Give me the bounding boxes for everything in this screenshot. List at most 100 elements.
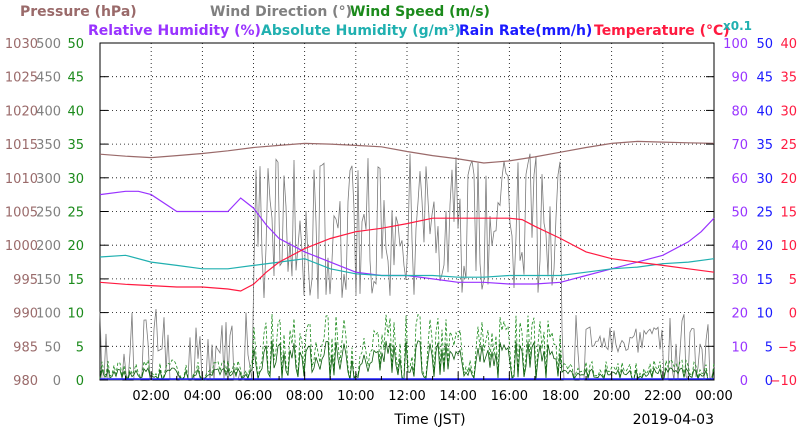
tick-rain_rate: 50 — [756, 37, 773, 52]
tick-wind_speed: 50 — [67, 37, 84, 52]
x-tick-label: 04:00 — [184, 389, 221, 404]
series-line-0 — [99, 140, 715, 164]
tick-temperature: 15 — [780, 206, 797, 221]
tick-pressure: 1020 — [5, 104, 38, 119]
tick-wind_speed: 5 — [76, 340, 84, 355]
x-tick-label: 12:00 — [388, 389, 425, 404]
title-part: Rain Rate(mm/h) — [459, 23, 592, 39]
tick-wind_speed: 15 — [67, 273, 84, 288]
chart-titles: Pressure (hPa) Wind Direction (°)Wind Spe… — [20, 4, 752, 39]
tick-pressure: 1030 — [5, 37, 38, 52]
tick-temperature: 0 — [789, 307, 797, 322]
tick-wind_direction: 450 — [36, 71, 61, 86]
tick-rain_rate: 45 — [756, 71, 773, 86]
tick-temperature: 40 — [780, 37, 797, 52]
series-line-2 — [99, 254, 715, 278]
tick-wind_direction: 500 — [36, 37, 61, 52]
tick-temperature: 35 — [780, 71, 797, 86]
tick-humidity: 70 — [731, 138, 748, 153]
title-part: Absolute Humidity (g/m³) — [261, 23, 461, 39]
title-part: Wind Direction (°) — [210, 4, 352, 20]
tick-humidity: 40 — [731, 239, 748, 254]
tick-wind_direction: 400 — [36, 104, 61, 119]
x-tick-label: 08:00 — [286, 389, 323, 404]
tick-wind_direction: 300 — [36, 172, 61, 187]
x-axis: 02:00 04:00 06:00 08:00 10:00 12:00 14:00 16:00… — [125, 372, 733, 428]
x-tick-label: 18:00 — [542, 389, 579, 404]
tick-pressure: 1000 — [5, 239, 38, 254]
tick-temperature: 10 — [780, 239, 797, 254]
tick-wind_speed: 30 — [67, 172, 84, 187]
tick-humidity: 90 — [731, 71, 748, 86]
tick-humidity: 100 — [723, 37, 748, 52]
tick-rain_rate: 30 — [756, 172, 773, 187]
x-tick-label: 14:00 — [439, 389, 476, 404]
x-tick-label: 06:00 — [235, 389, 272, 404]
tick-rain_rate: 10 — [756, 307, 773, 322]
tick-pressure: 1005 — [5, 206, 38, 221]
tick-wind_speed: 25 — [67, 206, 84, 221]
x-axis-label: Time (JST) — [393, 412, 465, 428]
tick-humidity: 80 — [731, 104, 748, 119]
tick-rain_rate: 40 — [756, 104, 773, 119]
x-tick-label: 02:00 — [132, 389, 169, 404]
chart-date: 2019-04-03 — [633, 412, 714, 428]
tick-temperature: −10 — [770, 374, 797, 389]
title-part: Relative Humidity (%) — [88, 23, 261, 39]
tick-wind_direction: 150 — [36, 273, 61, 288]
tick-wind_speed: 10 — [67, 307, 84, 322]
x-tick-label: 20:00 — [593, 389, 630, 404]
tick-pressure: 1010 — [5, 172, 38, 187]
tick-rain_rate: 15 — [756, 273, 773, 288]
tick-pressure: 980 — [13, 374, 38, 389]
series-lines — [99, 140, 715, 292]
tick-humidity: 30 — [731, 273, 748, 288]
title-part: Temperature (°C) — [594, 23, 730, 39]
tick-rain_rate: 5 — [765, 340, 773, 355]
tick-temperature: 20 — [780, 172, 797, 187]
absolute-humidity-multiplier: x0.1 — [723, 19, 752, 33]
tick-humidity: 10 — [731, 340, 748, 355]
tick-wind_speed: 40 — [67, 104, 84, 119]
tick-wind_speed: 45 — [67, 71, 84, 86]
tick-temperature: 5 — [789, 273, 797, 288]
tick-pressure: 1015 — [5, 138, 38, 153]
tick-wind_direction: 100 — [36, 307, 61, 322]
tick-humidity: 20 — [731, 307, 748, 322]
tick-wind_direction: 50 — [44, 340, 61, 355]
tick-wind_speed: 35 — [67, 138, 84, 153]
tick-rain_rate: 35 — [756, 138, 773, 153]
series-line-3 — [99, 217, 715, 292]
tick-temperature: 25 — [780, 138, 797, 153]
x-tick-label: 10:00 — [337, 389, 374, 404]
tick-wind_direction: 0 — [53, 374, 61, 389]
x-tick-label: 16:00 — [491, 389, 528, 404]
tick-pressure: 995 — [13, 273, 38, 288]
tick-rain_rate: 0 — [765, 374, 773, 389]
tick-wind_direction: 250 — [36, 206, 61, 221]
tick-pressure: 985 — [13, 340, 38, 355]
tick-wind_speed: 0 — [76, 374, 84, 389]
right-axes: 1009080706050403020100504540353025201510… — [723, 37, 797, 389]
tick-wind_direction: 200 — [36, 239, 61, 254]
title-part: Pressure (hPa) — [20, 4, 137, 20]
tick-rain_rate: 20 — [756, 239, 773, 254]
title-part: Wind Speed (m/s) — [350, 4, 490, 20]
tick-wind_direction: 350 — [36, 138, 61, 153]
tick-humidity: 60 — [731, 172, 748, 187]
tick-temperature: 30 — [780, 104, 797, 119]
x-tick-label: 22:00 — [644, 389, 681, 404]
wind-gust-line — [99, 313, 715, 381]
series-line-1 — [99, 190, 715, 285]
tick-humidity: 50 — [731, 206, 748, 221]
tick-pressure: 1025 — [5, 71, 38, 86]
tick-humidity: 0 — [740, 374, 748, 389]
left-axes: 1030102510201015101010051000995990985980… — [5, 37, 714, 389]
tick-temperature: −5 — [778, 340, 797, 355]
tick-pressure: 990 — [13, 307, 38, 322]
x-tick-label: 00:00 — [695, 389, 732, 404]
tick-rain_rate: 25 — [756, 206, 773, 221]
tick-wind_speed: 20 — [67, 239, 84, 254]
